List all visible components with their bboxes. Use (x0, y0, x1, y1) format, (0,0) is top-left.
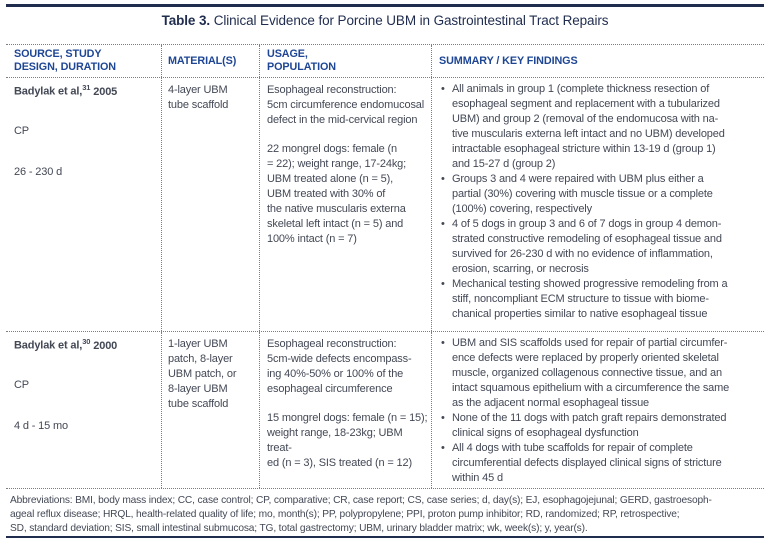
column-header-summary: SUMMARY / KEY FINDINGS (439, 54, 578, 67)
table-title-text: Clinical Evidence for Porcine UBM in Gas… (210, 13, 609, 28)
finding-text: 4 of 5 dogs in group 3 and 6 of 7 dogs i… (452, 218, 722, 275)
bullet-icon: • (441, 83, 445, 95)
finding-text: Mechanical testing showed progressive re… (452, 278, 728, 320)
finding-text: None of the 11 dogs with patch graft rep… (452, 412, 727, 439)
study-authors: Badylak et al, (14, 339, 83, 352)
top-rule (6, 4, 764, 7)
source-cell: Badylak et al,31 2005 CP 26 - 230 d (6, 78, 162, 331)
usage-text: Esophageal reconstruction: 5cm circumfer… (267, 84, 425, 126)
findings-cell: • All animals in group 1 (complete thickn… (432, 78, 764, 331)
usage-cell: Esophageal reconstruction: 5cm-wide defe… (260, 332, 432, 488)
study-design: CP (14, 378, 29, 391)
abbreviations-footnote: Abbreviations: BMI, body mass index; CC,… (10, 495, 712, 534)
population-text: 22 mongrel dogs: female (n = 22); weight… (267, 143, 407, 245)
study-duration: 4 d - 15 mo (14, 419, 68, 432)
finding-bullet: • All animals in group 1 (complete thickn… (439, 82, 760, 172)
finding-bullet: • Mechanical testing showed progressive r… (439, 277, 760, 322)
source-cell: Badylak et al,30 2000 CP 4 d - 15 mo (6, 332, 162, 488)
column-header-source: SOURCE, STUDY DESIGN, DURATION (6, 45, 162, 77)
study-authors: Badylak et al, (14, 85, 83, 98)
bullet-icon: • (441, 442, 445, 454)
bottom-rule (6, 536, 764, 538)
population-text: 15 mongrel dogs: female (n = 15); weight… (267, 412, 428, 469)
finding-text: All animals in group 1 (complete thickne… (452, 83, 725, 170)
bullet-icon: • (441, 412, 445, 424)
usage-text: Esophageal reconstruction: 5cm-wide defe… (267, 338, 412, 395)
table-header-row: SOURCE, STUDY DESIGN, DURATION MATERIAL(… (6, 45, 764, 78)
materials-cell: 1-layer UBM patch, 8-layer UBM patch, or… (162, 332, 260, 488)
study-year: 2000 (93, 339, 118, 352)
finding-bullet: • Groups 3 and 4 were repaired with UBM p… (439, 172, 760, 217)
materials-cell: 4-layer UBM tube scaffold (162, 78, 260, 331)
clinical-evidence-table: SOURCE, STUDY DESIGN, DURATION MATERIAL(… (6, 44, 764, 536)
finding-bullet: • UBM and SIS scaffolds used for repair o… (439, 336, 760, 411)
table-title-label: Table 3. (161, 13, 211, 28)
usage-cell: Esophageal reconstruction: 5cm circumfer… (260, 78, 432, 331)
findings-cell: • UBM and SIS scaffolds used for repair o… (432, 332, 764, 488)
table-title: Table 3. Clinical Evidence for Porcine U… (0, 13, 770, 28)
bullet-icon: • (441, 173, 445, 185)
finding-bullet: • None of the 11 dogs with patch graft re… (439, 411, 760, 441)
study-duration: 26 - 230 d (14, 165, 63, 178)
study-design: CP (14, 124, 29, 137)
column-header-materials: MATERIAL(S) (162, 45, 260, 77)
table-row: Badylak et al,31 2005 CP 26 - 230 d 4-lay… (6, 78, 764, 332)
table-row: Badylak et al,30 2000 CP 4 d - 15 mo 1-la… (6, 332, 764, 489)
materials-text: 4-layer UBM tube scaffold (168, 84, 229, 111)
bullet-icon: • (441, 218, 445, 230)
finding-text: Groups 3 and 4 were repaired with UBM pl… (452, 173, 713, 215)
reference-superscript: 31 (82, 83, 91, 92)
bullet-icon: • (441, 337, 445, 349)
study-citation: Badylak et al,31 2005 (14, 83, 157, 98)
study-citation: Badylak et al,30 2000 (14, 337, 157, 352)
finding-text: All 4 dogs with tube scaffolds for repai… (452, 442, 722, 484)
column-header-usage: USAGE, POPULATION (260, 45, 432, 77)
bullet-icon: • (441, 278, 445, 290)
study-year: 2005 (93, 85, 118, 98)
finding-text: UBM and SIS scaffolds used for repair of… (452, 337, 730, 409)
finding-bullet: • All 4 dogs with tube scaffolds for repa… (439, 441, 760, 486)
materials-text: 1-layer UBM patch, 8-layer UBM patch, or… (168, 338, 237, 410)
reference-superscript: 30 (82, 337, 91, 346)
finding-bullet: • 4 of 5 dogs in group 3 and 6 of 7 dogs … (439, 217, 760, 277)
